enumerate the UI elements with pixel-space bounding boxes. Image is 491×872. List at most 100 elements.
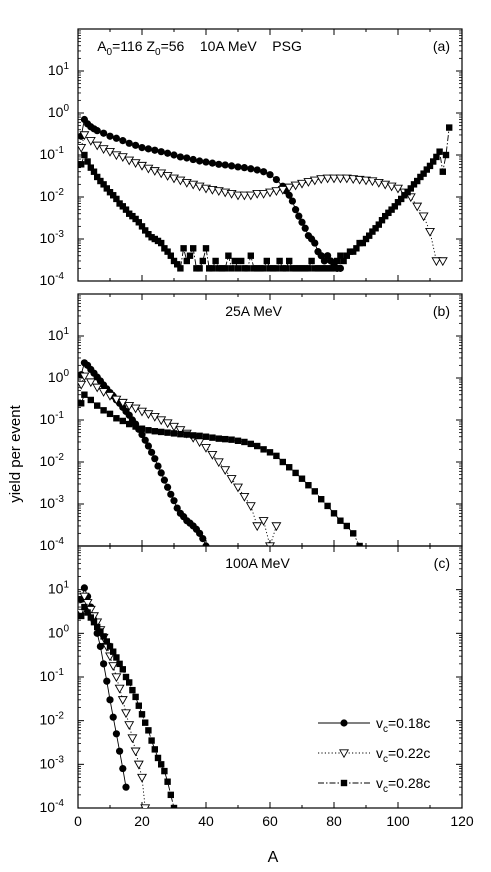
data-point: [170, 430, 178, 437]
data-point: [425, 227, 435, 237]
data-point: [292, 265, 299, 272]
data-point: [138, 223, 146, 230]
data-point: [356, 542, 363, 546]
data-point: [106, 132, 114, 140]
data-point: [100, 129, 108, 137]
series-line: [80, 605, 175, 808]
data-point: [158, 239, 165, 247]
data-point: [208, 159, 216, 167]
data-point: [282, 265, 290, 272]
data-point: [119, 137, 127, 145]
data-point: [151, 428, 158, 435]
data-point: [341, 174, 352, 184]
data-point: [273, 265, 280, 272]
data-point: [241, 438, 248, 446]
data-point: [356, 239, 363, 247]
data-point: [138, 425, 146, 432]
series-vc=0.22c: [78, 131, 448, 267]
data-point: [394, 199, 402, 206]
data-point: [228, 162, 236, 170]
data-point: [96, 642, 104, 651]
data-point: [157, 469, 165, 477]
data-point: [100, 633, 107, 640]
data-point: [190, 432, 197, 439]
data-point: [112, 730, 120, 738]
data-point: [412, 202, 423, 212]
data-point: [258, 517, 269, 526]
legend-label: vc=0.18c: [376, 715, 430, 735]
data-point: [329, 174, 339, 184]
data-point: [183, 257, 190, 265]
data-point: [78, 612, 85, 620]
y-tick-label: 101: [48, 61, 70, 78]
data-point: [124, 721, 135, 731]
data-point: [164, 248, 171, 255]
data-point: [407, 185, 414, 192]
data-point: [138, 144, 146, 152]
data-point: [170, 804, 178, 808]
data-point: [125, 139, 133, 147]
data-point: [122, 673, 130, 681]
data-point: [167, 252, 174, 259]
data-point: [97, 177, 104, 185]
data-point: [173, 504, 181, 512]
data-point: [154, 754, 162, 762]
data-point: [130, 747, 141, 757]
y-tick-label: 10-1: [40, 667, 65, 684]
data-point: [305, 482, 312, 489]
data-point: [317, 252, 325, 260]
panel-annotation: 25A MeV: [225, 303, 282, 319]
data-point: [137, 773, 147, 783]
data-point: [116, 747, 124, 755]
data-point: [164, 429, 171, 436]
data-point: [254, 442, 261, 450]
data-point: [78, 143, 87, 153]
data-point: [98, 145, 109, 154]
data-point: [116, 660, 123, 668]
data-point: [196, 432, 203, 440]
data-point: [79, 592, 90, 602]
data-point: [113, 195, 120, 203]
data-point: [154, 462, 162, 470]
data-point: [161, 767, 168, 775]
data-point: [430, 158, 437, 165]
data-point: [135, 219, 142, 226]
data-point: [330, 265, 338, 272]
data-point: [164, 483, 172, 491]
data-point: [337, 517, 344, 524]
y-tick-label: 10-2: [40, 711, 65, 728]
data-point: [130, 159, 141, 168]
data-point: [322, 174, 333, 184]
data-point: [423, 166, 430, 173]
data-point: [151, 746, 158, 753]
data-point: [81, 603, 88, 611]
data-point: [228, 265, 235, 272]
data-point: [288, 197, 296, 205]
data-point: [145, 727, 152, 734]
data-point: [305, 265, 312, 272]
panel-label: (c): [434, 555, 450, 571]
data-point: [233, 483, 243, 493]
legend: vc=0.18c vc=0.22c vc=0.28c: [318, 715, 430, 795]
data-point: [265, 188, 275, 198]
data-point: [138, 430, 146, 439]
data-point: [170, 497, 178, 505]
data-point: [84, 609, 91, 616]
data-point: [114, 684, 125, 694]
x-tick-label: 20: [134, 813, 150, 829]
x-tick-label: 0: [74, 813, 82, 829]
data-point: [309, 176, 320, 186]
data-point: [247, 440, 254, 448]
data-point: [308, 257, 315, 265]
data-point: [119, 666, 126, 673]
data-point: [137, 161, 147, 171]
data-point: [225, 252, 232, 259]
data-point: [144, 145, 152, 153]
y-tick-label: 10-4: [40, 798, 65, 815]
data-point: [290, 181, 301, 191]
data-point: [93, 127, 101, 135]
data-point: [127, 734, 138, 744]
data-point: [337, 252, 344, 259]
data-point: [80, 584, 88, 592]
